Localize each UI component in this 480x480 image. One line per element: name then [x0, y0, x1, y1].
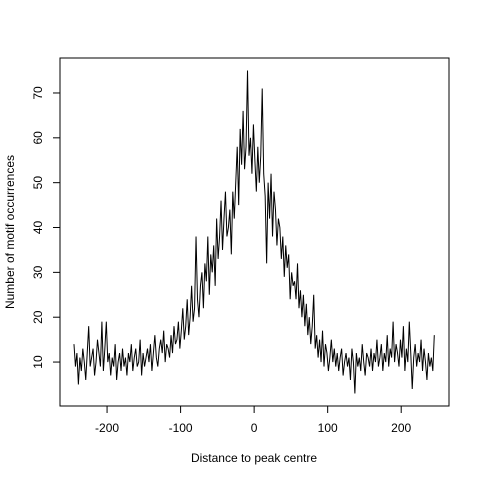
data-line [73, 70, 435, 394]
y-tick-label: 40 [31, 221, 45, 235]
y-tick-label: 10 [31, 355, 45, 369]
y-tick-label: 50 [31, 176, 45, 190]
y-tick-label: 30 [31, 265, 45, 279]
x-tick-label: -100 [169, 421, 193, 435]
x-tick-label: 100 [318, 421, 338, 435]
y-tick-label: 70 [31, 86, 45, 100]
x-tick-label: 0 [251, 421, 258, 435]
x-tick-label: 200 [391, 421, 411, 435]
x-tick-label: -200 [95, 421, 119, 435]
y-tick-label: 20 [31, 310, 45, 324]
x-axis-label: Distance to peak centre [191, 451, 317, 465]
y-tick-label: 60 [31, 131, 45, 145]
y-axis-label: Number of motif occurrences [3, 155, 17, 309]
